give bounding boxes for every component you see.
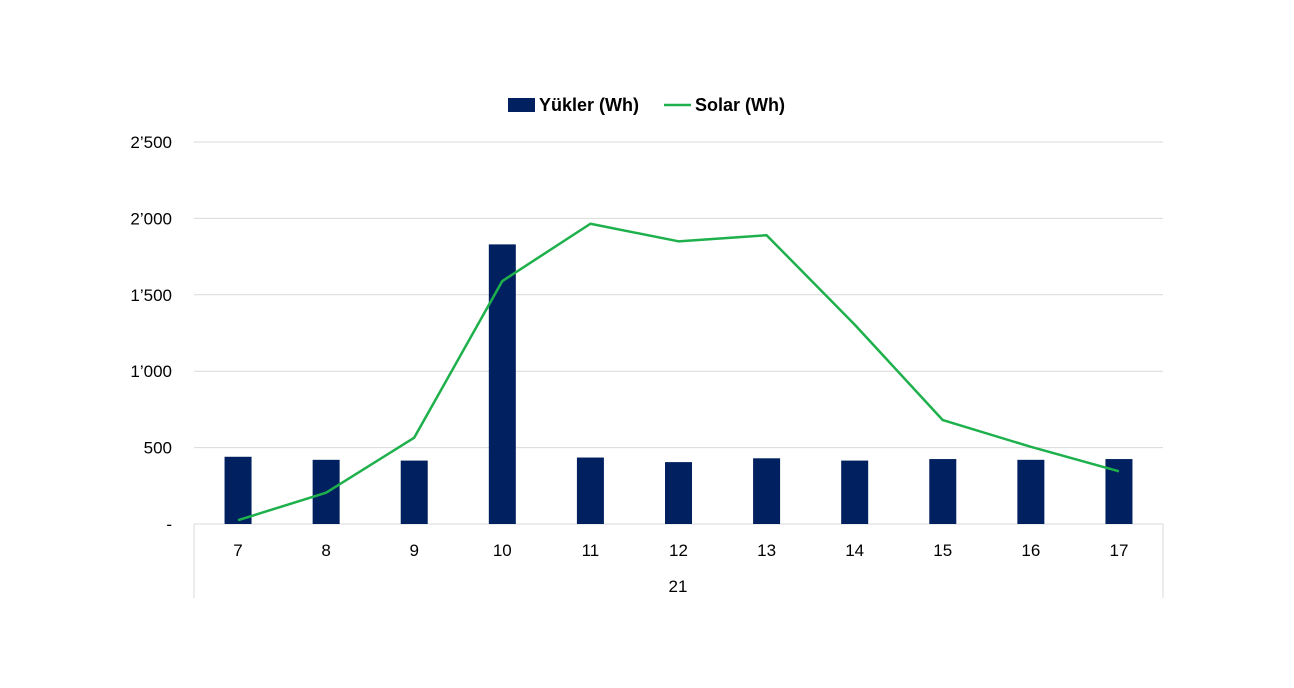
x-tick-label: 7 — [233, 541, 242, 560]
bar-yukler — [400, 460, 428, 524]
bar-series-yukler — [224, 244, 1133, 524]
x-tick-label: 12 — [669, 541, 688, 560]
bar-yukler — [224, 456, 252, 524]
x-tick-label: 9 — [409, 541, 418, 560]
x-tick-label: 17 — [1109, 541, 1128, 560]
x-tick-label: 10 — [493, 541, 512, 560]
x-tick-label: 16 — [1021, 541, 1040, 560]
bar-yukler — [1017, 459, 1045, 524]
x-axis-group-label: 21 — [669, 577, 688, 596]
gridlines — [194, 141, 1163, 449]
line-series-solar — [237, 222, 1120, 522]
y-tick-label: 500 — [144, 439, 172, 458]
y-tick-label: 1’500 — [130, 286, 172, 305]
x-tick-label: 11 — [582, 541, 600, 560]
bar-yukler — [753, 458, 781, 524]
x-tick-label: 15 — [933, 541, 952, 560]
y-axis-tick-labels: - 500 1’000 1’500 2’000 2’500 — [130, 133, 172, 534]
legend-swatch-yukler — [508, 98, 535, 112]
legend-label-solar: Solar (Wh) — [695, 95, 785, 115]
bar-yukler — [665, 462, 692, 524]
y-tick-label: 2’500 — [130, 133, 172, 152]
x-tick-label: 13 — [757, 541, 776, 560]
legend-label-yukler: Yükler (Wh) — [539, 95, 639, 115]
x-tick-label: 14 — [845, 541, 864, 560]
y-tick-label: - — [166, 515, 172, 534]
y-tick-label: 1’000 — [130, 362, 172, 381]
bar-yukler — [576, 457, 604, 524]
bar-yukler — [929, 459, 957, 524]
bar-yukler — [841, 460, 869, 524]
x-axis-tick-labels: 7 8 9 10 11 12 13 14 15 16 17 — [233, 541, 1128, 560]
bar-yukler — [488, 244, 516, 524]
x-tick-label: 8 — [321, 541, 330, 560]
chart-legend: Yükler (Wh) Solar (Wh) — [508, 95, 785, 115]
y-tick-label: 2’000 — [130, 209, 172, 228]
